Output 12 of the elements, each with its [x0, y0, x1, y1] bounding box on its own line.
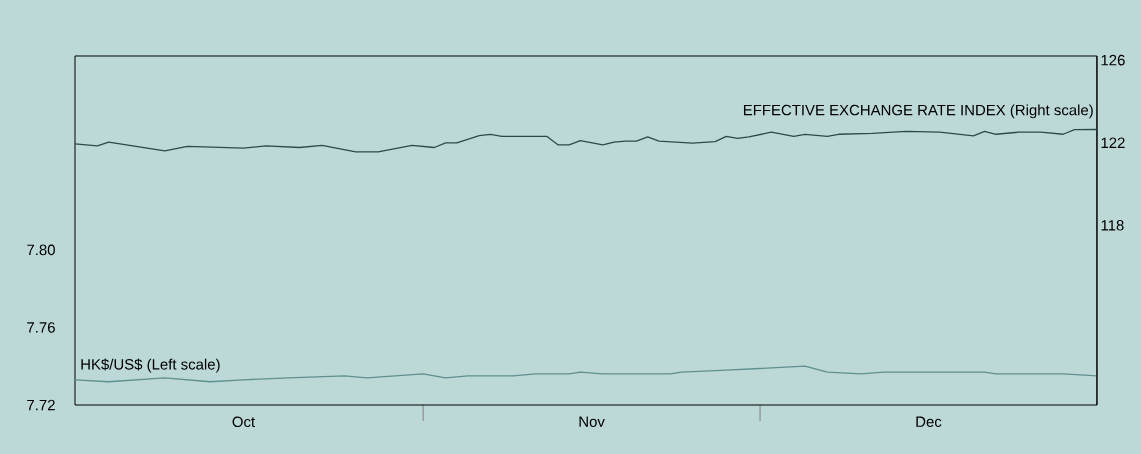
- x-tick-label: Dec: [916, 416, 942, 427]
- y2-tick-label: 126: [1101, 54, 1125, 66]
- y-tick-label: 7.72: [27, 399, 55, 411]
- x-tick-label: Oct: [232, 416, 255, 428]
- series-label: EFFECTIVE EXCHANGE RATE INDEX (Right scale): [743, 104, 1093, 119]
- line-series: [75, 128, 1097, 153]
- y2-tick-label: 118: [1101, 220, 1124, 231]
- series-label: HK$/US$ (Left scale): [81, 358, 220, 373]
- y-tick-label: 7.76: [27, 322, 55, 333]
- y-tick-label: 7.80: [27, 244, 55, 256]
- x-tick-label: Nov: [579, 416, 605, 427]
- y2-tick-label: 122: [1101, 137, 1125, 148]
